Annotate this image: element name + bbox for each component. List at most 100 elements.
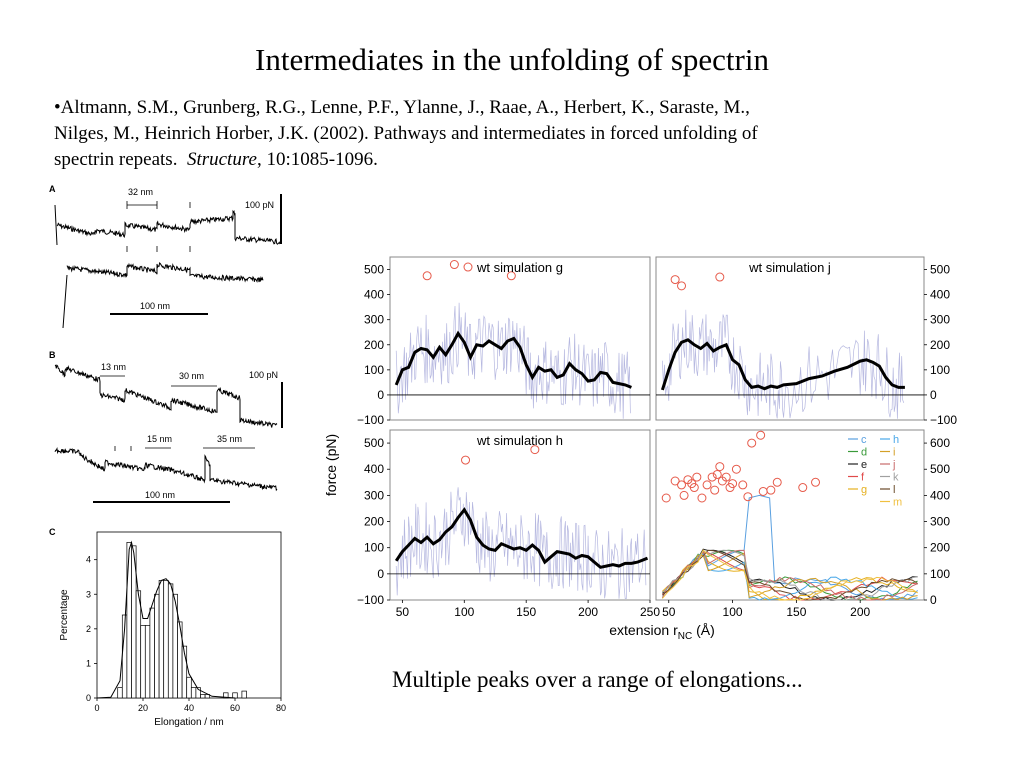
panel-b-letter: B xyxy=(49,350,56,360)
citation: •Altmann, S.M., Grunberg, R.G., Lenne, P… xyxy=(54,95,954,173)
peak-marker xyxy=(449,260,459,270)
xtick-label: 200 xyxy=(850,605,870,619)
histogram-bar xyxy=(200,694,206,699)
sim-panel-frame xyxy=(389,256,651,421)
peak-marker xyxy=(710,485,720,495)
panel-b: B 13 nm 30 nm 100 pN 15 nm 35 nm 100 nm xyxy=(49,350,283,503)
peak-marker xyxy=(743,492,753,502)
ytick-label: 100 xyxy=(930,567,950,581)
peak-marker xyxy=(677,281,687,291)
peak-marker xyxy=(461,455,471,465)
peak-marker xyxy=(766,485,776,495)
smoothed-force-curve xyxy=(660,338,905,391)
ytick-label: 400 xyxy=(364,462,384,476)
ytick-label: −100 xyxy=(357,413,384,427)
citation-line-3: spectrin repeats. Structure, 10:1085-109… xyxy=(54,147,954,173)
histogram-bar xyxy=(117,687,123,699)
panel-a-trace-2 xyxy=(62,262,264,329)
histogram-fit-curve xyxy=(96,540,236,699)
ytick-label: 500 xyxy=(930,462,950,476)
histogram-bar xyxy=(186,676,192,699)
peak-marker xyxy=(798,483,808,493)
panel-a-trace-1 xyxy=(54,204,281,246)
peak-marker xyxy=(506,271,516,281)
legend-label-g: g xyxy=(861,484,867,496)
ytick-label: 300 xyxy=(930,515,950,529)
histogram-bar xyxy=(149,607,155,699)
legend-label-c: c xyxy=(861,434,867,446)
xtick-label: 50 xyxy=(396,605,410,619)
xtick-label: 200 xyxy=(578,605,598,619)
raw-force-trace xyxy=(395,302,631,419)
sim-panel-frame xyxy=(655,429,925,601)
citation-line-1: •Altmann, S.M., Grunberg, R.G., Lenne, P… xyxy=(54,97,750,118)
sim-panel-frame xyxy=(655,256,925,421)
sim-trace-m xyxy=(662,549,918,601)
histogram-bar xyxy=(241,690,247,699)
peak-marker xyxy=(707,472,717,482)
histogram-bar xyxy=(140,625,146,699)
x-axis-label-extension: extension rNC (Å) xyxy=(609,622,715,642)
xtick-label: 50 xyxy=(662,605,676,619)
ytick-label: 400 xyxy=(364,288,384,302)
peak-marker xyxy=(772,477,782,487)
peak-marker xyxy=(715,272,725,282)
ytick-label: 200 xyxy=(930,541,950,555)
legend-label-h: h xyxy=(893,434,899,446)
panel-b-35nm-label: 35 nm xyxy=(217,434,242,444)
histogram: 0 20 40 60 80 0 1 2 3 4 Elongation / nm Percentage xyxy=(59,531,286,728)
histogram-bar xyxy=(126,542,132,699)
peak-marker xyxy=(697,493,707,503)
ytick-label: 600 xyxy=(930,436,950,450)
sim-trace-i xyxy=(662,552,918,601)
xtick-label: 100 xyxy=(454,605,474,619)
peak-marker xyxy=(756,430,766,440)
legend-label-e: e xyxy=(861,459,867,471)
smoothed-force-curve xyxy=(394,507,649,569)
peak-marker xyxy=(422,271,432,281)
histogram-bar xyxy=(158,580,165,699)
ytick-label: 0 xyxy=(930,593,937,607)
histogram-bar xyxy=(190,687,197,699)
raw-force-trace xyxy=(395,487,647,600)
ytick-label: 0 xyxy=(930,388,937,402)
legend-label-f: f xyxy=(861,472,865,484)
ytick-label: 400 xyxy=(930,488,950,502)
ytick-label: 300 xyxy=(930,313,950,327)
xtick-label: 100 xyxy=(723,605,743,619)
histogram-bar xyxy=(163,580,169,699)
sim-panel-title: wt simulation g xyxy=(476,260,563,275)
peak-marker xyxy=(712,469,722,479)
ytick-label: 200 xyxy=(364,338,384,352)
sim-panel: wt simulation g −100 0 100 200 300 400 500 xyxy=(357,256,651,427)
sim-panel-title: wt simulation j xyxy=(748,260,831,275)
peak-marker xyxy=(670,476,680,486)
histogram-bar xyxy=(154,593,160,699)
peak-marker xyxy=(728,479,738,489)
histogram-xlabel: Elongation / nm xyxy=(154,717,224,728)
panel-b-trace-1 xyxy=(54,364,278,428)
ytick-label: −100 xyxy=(930,413,957,427)
ytick-label: 100 xyxy=(364,541,384,555)
sim-trace-j xyxy=(661,549,918,601)
histogram-bar xyxy=(195,687,201,699)
panel-b-13nm-label: 13 nm xyxy=(101,362,126,372)
panel-a-32nm-label: 32 nm xyxy=(128,187,153,197)
panel-a-force-label: 100 pN xyxy=(245,200,274,210)
peak-marker xyxy=(715,462,725,472)
xtick-label: 250 xyxy=(640,605,660,619)
ytick-label: 300 xyxy=(364,488,384,502)
histogram-ytick-label: 4 xyxy=(86,555,91,565)
peak-marker xyxy=(738,480,748,490)
histogram-bar xyxy=(181,645,188,699)
citation-line-2: Nilges, M., Heinrich Horber, J.K. (2002)… xyxy=(54,123,758,144)
sim-trace-l xyxy=(662,549,918,601)
peak-marker xyxy=(530,445,540,455)
xtick-label: 150 xyxy=(786,605,806,619)
raw-force-trace xyxy=(662,309,905,419)
peak-marker xyxy=(721,472,731,482)
legend-label-i: i xyxy=(893,447,895,459)
